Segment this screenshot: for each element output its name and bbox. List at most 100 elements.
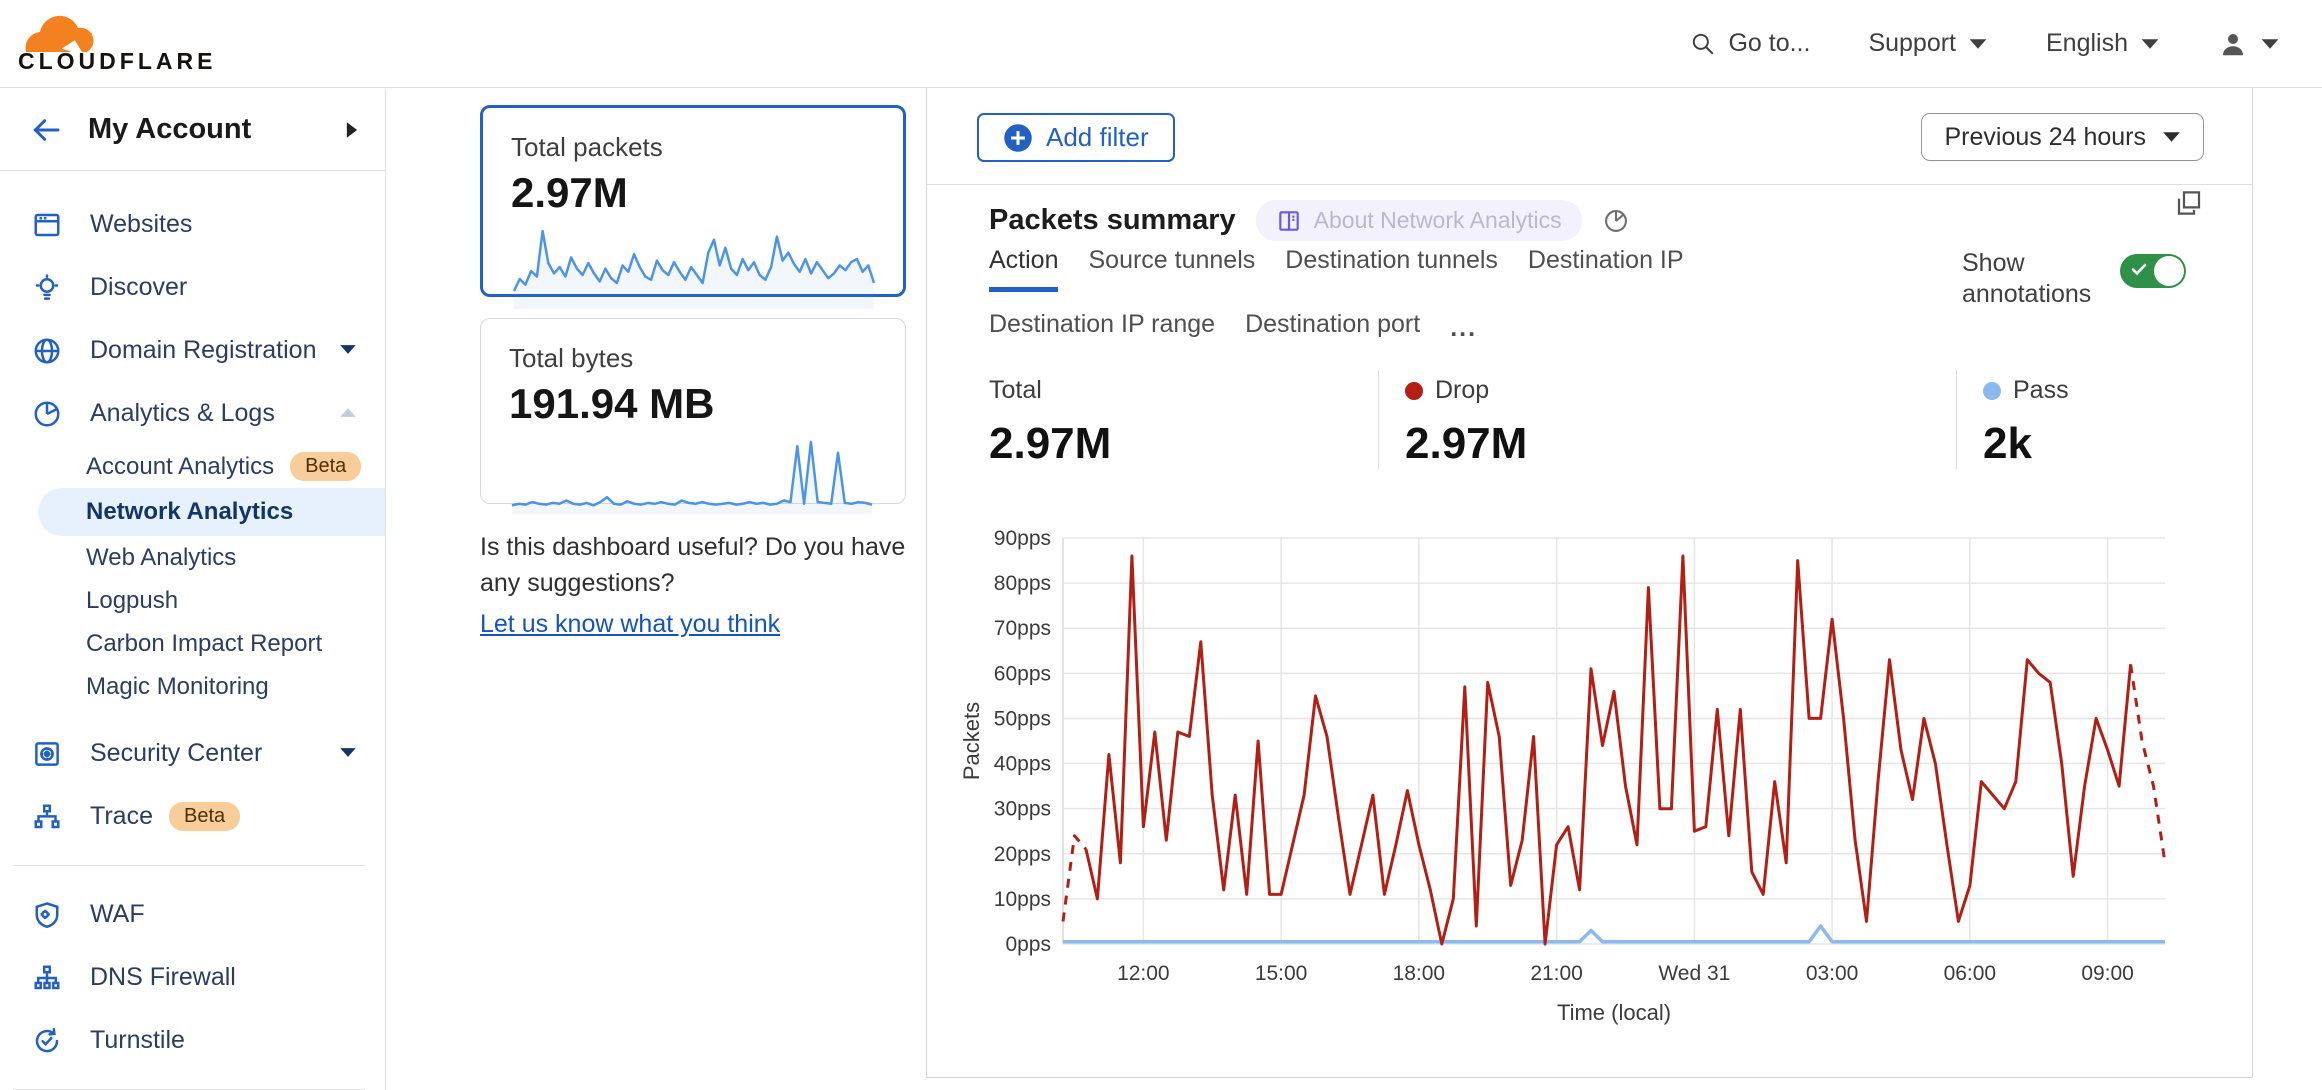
sidebar-item-domain-registration[interactable]: Domain Registration: [0, 319, 385, 382]
tab-destination-ip-range[interactable]: Destination IP range: [989, 310, 1216, 338]
tab-source-tunnels[interactable]: Source tunnels: [1088, 246, 1256, 274]
stat-label: Pass: [2013, 376, 2069, 404]
packets-time-series-chart: 0pps 10pps 20pps 30pps 40pps 50pps 60pps 70pps 8…: [955, 516, 2205, 1041]
chevron-down-icon: [339, 342, 357, 360]
sidebar-subitem-logpush[interactable]: Logpush: [0, 579, 385, 622]
user-menu[interactable]: [2218, 29, 2280, 59]
feedback-link[interactable]: Let us know what you think: [480, 610, 781, 638]
dns-tree-icon: [30, 961, 64, 995]
search-icon: [1690, 31, 1716, 57]
panel-title-row: Packets summary About Network Analytics: [989, 200, 1630, 241]
tab-destination-port[interactable]: Destination port: [1245, 310, 1421, 338]
goto-search[interactable]: Go to...: [1690, 29, 1810, 58]
chevron-right-icon[interactable]: [345, 121, 359, 139]
toggle-knob: [2154, 256, 2184, 286]
sidebar-item-label: WAF: [90, 900, 145, 928]
stat-label: Drop: [1435, 376, 1490, 404]
feedback-question: Is this dashboard useful? Do you have an…: [480, 533, 906, 597]
tab-destination-ip[interactable]: Destination IP: [1527, 246, 1684, 274]
sidebar-subitem-magic-monitoring[interactable]: Magic Monitoring: [0, 665, 385, 708]
sidebar-item-label: Analytics & Logs: [90, 399, 275, 427]
support-label: Support: [1868, 29, 1956, 57]
chevron-up-icon: [339, 405, 357, 423]
stat-pass: Pass 2k: [1956, 370, 2196, 469]
about-network-analytics-pill[interactable]: About Network Analytics: [1255, 200, 1582, 241]
show-annotations-control: Show annotations: [1962, 248, 2186, 311]
account-title: My Account: [88, 113, 252, 145]
about-pill-label: About Network Analytics: [1313, 207, 1562, 233]
chevron-down-icon: [2260, 38, 2280, 50]
time-range-dropdown[interactable]: Previous 24 hours: [1921, 113, 2204, 161]
total-packets-card[interactable]: Total packets 2.97M: [480, 105, 906, 309]
sidebar-item-trace[interactable]: Trace Beta: [0, 785, 385, 848]
stat-label: Total: [989, 376, 1042, 404]
sidebar-subitem-web-analytics[interactable]: Web Analytics: [0, 536, 385, 579]
add-filter-button[interactable]: Add filter: [977, 113, 1175, 162]
back-arrow-icon[interactable]: [30, 114, 62, 146]
chevron-down-icon: [1968, 38, 1988, 50]
sidebar-item-label: Discover: [90, 273, 188, 301]
top-nav: CLOUDFLARE Go to... Support English: [0, 0, 2322, 88]
drop-series-dot: [1405, 381, 1423, 400]
language-menu[interactable]: English: [2046, 29, 2160, 58]
pie-chart-icon[interactable]: [1602, 207, 1630, 235]
goto-label: Go to...: [1728, 29, 1811, 57]
packets-summary-panel: Add filter Previous 24 hours Packets sum…: [926, 88, 2253, 1078]
sidebar-subitem-label: Web Analytics: [86, 543, 237, 571]
svg-text:06:00: 06:00: [1944, 962, 1997, 985]
filter-row: Add filter Previous 24 hours: [927, 88, 2252, 185]
stats-row: Total 2.97M Drop 2.97M Pass 2k: [989, 370, 2207, 469]
sidebar-item-waf[interactable]: WAF: [0, 883, 385, 946]
pass-series-dot: [1983, 381, 2001, 400]
bytes-sparkline: [511, 440, 873, 514]
sidebar-item-analytics-logs[interactable]: Analytics & Logs: [0, 382, 385, 445]
stat-value: 2.97M: [1405, 419, 1528, 468]
sidebar-item-discover[interactable]: Discover: [0, 256, 385, 319]
sidebar-subitem-network-analytics[interactable]: Network Analytics: [38, 488, 385, 536]
sidebar-item-label: Security Center: [90, 739, 263, 767]
sidebar-subitem-carbon-impact-report[interactable]: Carbon Impact Report: [0, 622, 385, 665]
tab-destination-tunnels[interactable]: Destination tunnels: [1285, 246, 1498, 274]
sidebar-item-label: Turnstile: [90, 1026, 185, 1054]
svg-text:10pps: 10pps: [994, 888, 1051, 911]
sidebar-subitem-label: Network Analytics: [86, 498, 294, 525]
svg-text:60pps: 60pps: [994, 662, 1051, 685]
expand-panel-icon[interactable]: [2174, 188, 2204, 218]
svg-text:21:00: 21:00: [1530, 962, 1583, 985]
svg-text:50pps: 50pps: [994, 707, 1051, 730]
vault-icon: [30, 737, 64, 771]
sidebar-subitem-label: Magic Monitoring: [86, 672, 269, 700]
browser-window-icon: [30, 208, 64, 242]
svg-text:80pps: 80pps: [994, 572, 1051, 595]
svg-text:70pps: 70pps: [994, 617, 1051, 640]
more-tabs-button[interactable]: ...: [1450, 314, 1478, 342]
svg-text:18:00: 18:00: [1393, 962, 1446, 985]
sidebar-item-turnstile[interactable]: Turnstile: [0, 1009, 385, 1072]
card-label: Total bytes: [509, 343, 634, 373]
sidebar-item-label: Domain Registration: [90, 336, 317, 364]
card-value: 191.94 MB: [509, 380, 715, 427]
sidebar-item-dns-firewall[interactable]: DNS Firewall: [0, 946, 385, 1009]
stat-value: 2.97M: [989, 419, 1112, 468]
sidebar-subitem-label: Account Analytics: [86, 452, 275, 480]
cloudflare-logo[interactable]: CLOUDFLARE: [0, 12, 216, 75]
dimension-tabs: Action Source tunnels Destination tunnel…: [989, 246, 1869, 356]
support-menu[interactable]: Support: [1868, 29, 1988, 58]
book-icon: [1276, 208, 1302, 234]
language-label: English: [2046, 29, 2128, 57]
beta-badge: Beta: [290, 452, 362, 481]
logo-wordmark: CLOUDFLARE: [18, 48, 217, 74]
sidebar-subitem-label: Logpush: [86, 586, 179, 614]
sidebar-subitem-account-analytics[interactable]: Account Analytics Beta: [0, 445, 385, 488]
tab-action[interactable]: Action: [989, 246, 1059, 292]
sidebar-item-security-center[interactable]: Security Center: [0, 722, 385, 785]
sidebar-item-label: Trace: [90, 802, 153, 830]
line-chart: 0pps 10pps 20pps 30pps 40pps 50pps 60pps 70pps 8…: [959, 527, 2167, 1025]
sidebar-item-websites[interactable]: Websites: [0, 193, 385, 256]
total-bytes-card[interactable]: Total bytes 191.94 MB: [480, 318, 906, 514]
refresh-check-icon: [30, 1024, 64, 1058]
sidebar-divider: [13, 865, 365, 866]
annotations-toggle[interactable]: [2120, 254, 2186, 288]
account-header: My Account: [0, 89, 385, 171]
